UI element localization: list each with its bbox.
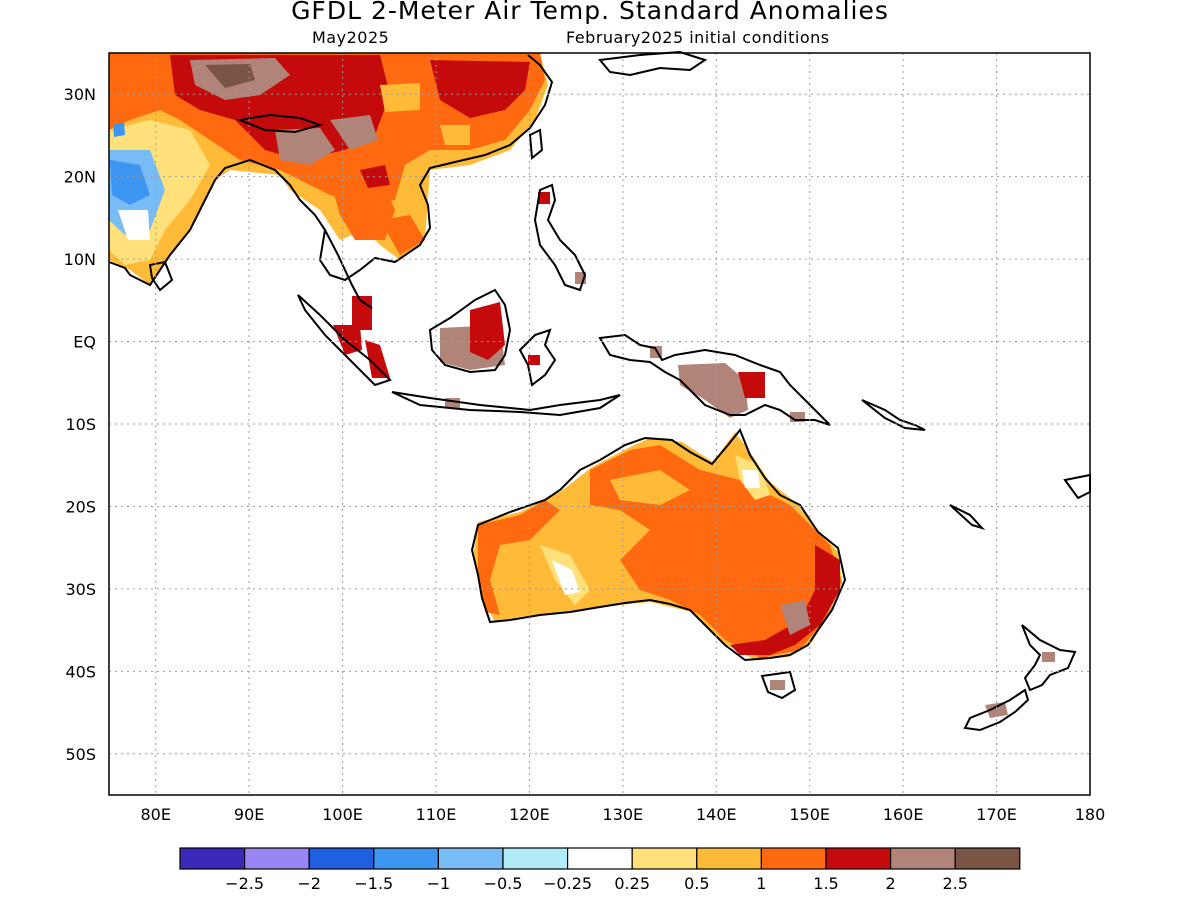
- forecast-month: May2025: [312, 28, 390, 47]
- longitude-labels: 80E 90E 100E 110E 120E 130E 140E 150E 160E 170E 18…: [140, 805, 1105, 824]
- legend-label: −0.25: [543, 874, 592, 893]
- map-title: GFDL 2-Meter Air Temp. Standard Anomalie…: [291, 0, 889, 25]
- legend-swatch: [373, 847, 439, 870]
- lat-tick-label: 20N: [64, 168, 96, 187]
- legend-label: −0.5: [484, 874, 523, 893]
- legend-labels: −2.5 −2 −1.5 −1 −0.5 −0.25 0.25 0.5 1 1.5 2 2.5: [225, 874, 968, 893]
- legend-label: −2: [297, 874, 321, 893]
- lat-tick-label: 40S: [65, 662, 96, 681]
- legend-label: 2.5: [942, 874, 967, 893]
- lon-tick-label: 100E: [322, 805, 363, 824]
- lat-tick-label: 10N: [64, 250, 96, 269]
- lat-tick-label: 30S: [65, 580, 96, 599]
- legend-label: −1: [427, 874, 451, 893]
- lat-tick-label: 10S: [65, 415, 96, 434]
- lon-tick-label: 80E: [140, 805, 170, 824]
- lat-tick-label: 20S: [65, 497, 96, 516]
- legend-swatch: [308, 847, 375, 870]
- legend-swatch: [760, 847, 827, 870]
- legend-swatch: [179, 847, 246, 870]
- initial-conditions: February2025 initial conditions: [566, 28, 830, 47]
- lon-tick-label: 140E: [696, 805, 737, 824]
- lon-tick-label: 180: [1075, 805, 1106, 824]
- legend-swatch: [889, 847, 956, 870]
- legend-label: 1: [756, 874, 766, 893]
- australia-anomaly-field: [474, 432, 842, 690]
- lon-tick-label: 130E: [603, 805, 644, 824]
- nz-anomaly-cells: [985, 652, 1055, 718]
- lon-tick-label: 150E: [789, 805, 830, 824]
- lon-tick-label: 110E: [416, 805, 457, 824]
- plot-frame: [108, 52, 1091, 796]
- legend-label: 0.5: [684, 874, 709, 893]
- legend-label: −1.5: [354, 874, 393, 893]
- legend-swatch: [566, 847, 633, 870]
- graticule: [109, 53, 1090, 795]
- lat-tick-label: EQ: [73, 333, 96, 352]
- maritime-anomaly-cells: [333, 192, 805, 422]
- legend-label: −2.5: [225, 874, 264, 893]
- lat-tick-label: 30N: [64, 85, 96, 104]
- lon-tick-label: 120E: [509, 805, 550, 824]
- lon-tick-label: 90E: [234, 805, 264, 824]
- legend-swatch: [631, 847, 698, 870]
- legend-swatch: [696, 847, 762, 870]
- color-legend: [179, 847, 1021, 870]
- legend-label: 2: [886, 874, 896, 893]
- legend-swatch: [825, 847, 892, 870]
- legend-label: 0.25: [614, 874, 650, 893]
- latitude-labels: 30N 20N 10N EQ 10S 20S 30S 40S 50S: [64, 85, 96, 764]
- lon-tick-label: 170E: [976, 805, 1017, 824]
- lon-tick-label: 160E: [883, 805, 924, 824]
- lat-tick-label: 50S: [65, 745, 96, 764]
- legend-swatch: [954, 847, 1021, 870]
- legend-label: 1.5: [813, 874, 838, 893]
- legend-swatch: [244, 847, 310, 870]
- legend-swatch: [437, 847, 504, 870]
- legend-swatch: [502, 847, 569, 870]
- coastlines: [108, 50, 1091, 732]
